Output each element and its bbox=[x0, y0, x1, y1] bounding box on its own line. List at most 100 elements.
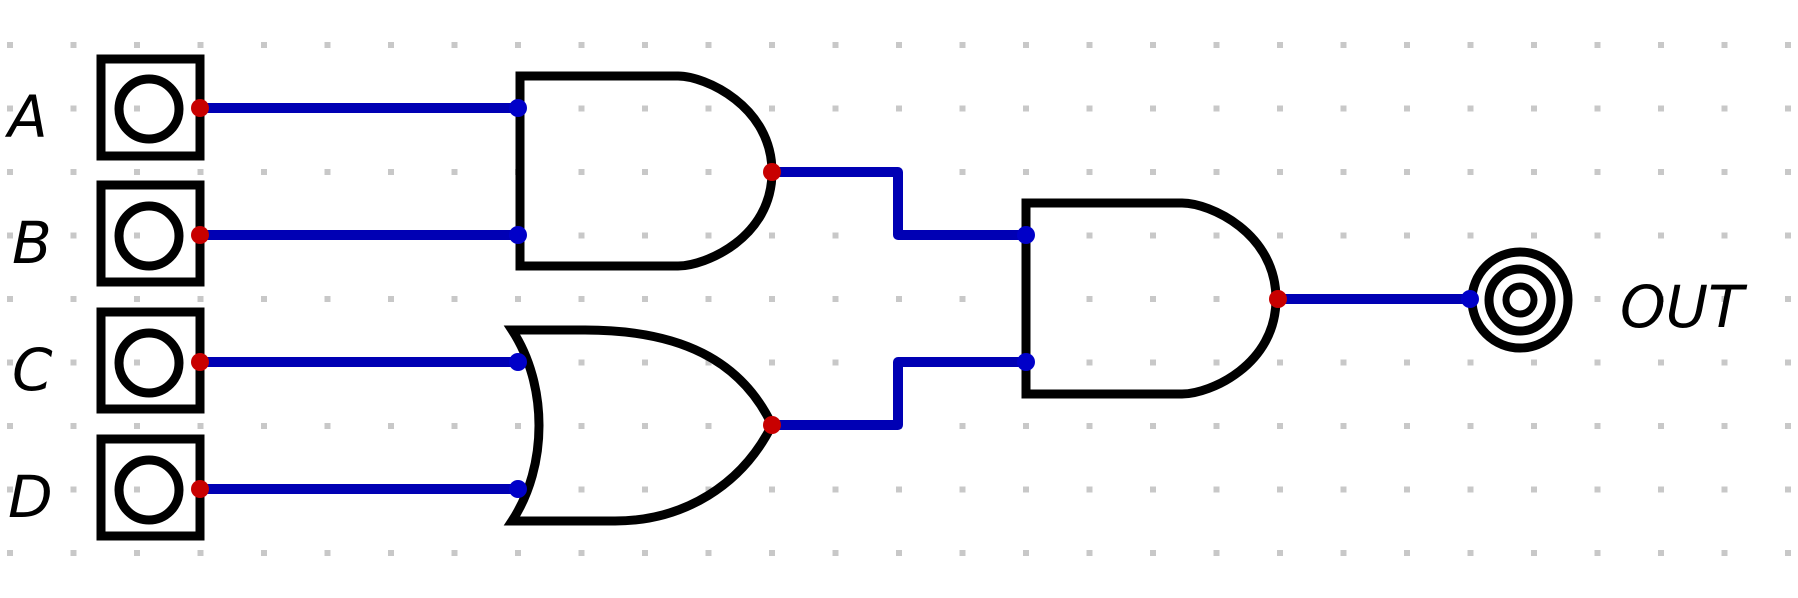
grid-dot bbox=[1594, 42, 1601, 48]
input-switch-c[interactable] bbox=[96, 307, 205, 414]
or-gate-1[interactable] bbox=[503, 325, 778, 526]
grid-dot bbox=[1086, 42, 1093, 48]
grid-dot bbox=[197, 42, 204, 48]
grid-dot bbox=[1404, 486, 1410, 493]
grid-dot bbox=[1150, 42, 1156, 48]
grid-dot bbox=[7, 169, 13, 175]
grid-dot bbox=[1785, 423, 1791, 429]
grid-dot bbox=[1658, 232, 1664, 239]
grid-dot bbox=[1594, 105, 1601, 112]
grid-dot bbox=[769, 359, 775, 366]
grid-dot bbox=[1467, 359, 1474, 366]
grid-dot bbox=[578, 232, 585, 239]
grid-dot bbox=[642, 550, 648, 556]
grid-dot bbox=[642, 296, 648, 302]
grid-dot bbox=[1340, 232, 1347, 239]
grid-dot bbox=[1721, 423, 1728, 429]
grid-dot bbox=[1594, 169, 1601, 175]
grid-dot bbox=[1404, 105, 1410, 112]
grid-dot bbox=[134, 232, 140, 239]
grid-dot bbox=[134, 169, 140, 175]
grid-dot bbox=[70, 232, 77, 239]
grid-dot bbox=[642, 232, 648, 239]
grid-dot bbox=[1213, 296, 1220, 302]
grid-dot bbox=[1340, 550, 1347, 556]
grid-dot bbox=[388, 169, 394, 175]
grid-dot bbox=[896, 486, 902, 493]
input-switch-a[interactable] bbox=[96, 54, 205, 161]
grid-dot bbox=[959, 105, 966, 112]
grid-dot bbox=[1658, 423, 1664, 429]
grid-dot bbox=[1531, 486, 1537, 493]
grid-dot bbox=[1213, 486, 1220, 493]
grid-dot bbox=[197, 169, 204, 175]
output-label: OUT bbox=[1620, 273, 1748, 341]
grid-dot bbox=[1594, 232, 1601, 239]
grid-dot bbox=[1467, 105, 1474, 112]
grid-dot bbox=[7, 486, 13, 493]
grid-dot bbox=[134, 486, 140, 493]
grid-dot bbox=[1086, 169, 1093, 175]
grid-dot bbox=[832, 232, 839, 239]
node-out-and1 bbox=[763, 163, 781, 181]
grid-dot bbox=[1594, 486, 1601, 493]
grid-dot bbox=[7, 550, 13, 556]
grid-dot bbox=[261, 296, 267, 302]
node-out-b bbox=[191, 226, 209, 244]
wires bbox=[195, 103, 1475, 494]
grid-dot bbox=[1277, 423, 1283, 429]
grid-dot bbox=[578, 550, 585, 556]
grid-dot bbox=[451, 550, 458, 556]
grid-dot bbox=[832, 550, 839, 556]
grid-dot bbox=[324, 423, 331, 429]
grid-dot bbox=[1658, 550, 1664, 556]
node-in-or1-c bbox=[509, 353, 527, 371]
node-out-a bbox=[191, 99, 209, 117]
grid-dot bbox=[1721, 486, 1728, 493]
grid-dot bbox=[1721, 232, 1728, 239]
input-switches bbox=[96, 54, 205, 541]
grid-dot bbox=[1277, 359, 1283, 366]
grid-dot bbox=[1340, 169, 1347, 175]
grid-dot bbox=[832, 105, 839, 112]
grid-dot bbox=[642, 42, 648, 48]
grid-dot bbox=[7, 105, 13, 112]
grid-dot bbox=[578, 359, 585, 366]
grid-dot bbox=[1785, 105, 1791, 112]
grid-dot bbox=[324, 42, 331, 48]
grid-dot bbox=[1531, 42, 1537, 48]
node-out-c bbox=[191, 353, 209, 371]
input-label-d: D bbox=[8, 463, 53, 531]
grid-dot bbox=[1467, 42, 1474, 48]
input-switch-b[interactable] bbox=[96, 180, 205, 287]
grid-dot bbox=[769, 550, 775, 556]
grid-dot bbox=[1404, 42, 1410, 48]
grid-dot bbox=[1594, 359, 1601, 366]
grid-dot bbox=[134, 423, 140, 429]
grid-dot bbox=[70, 169, 77, 175]
grid-dot bbox=[1404, 232, 1410, 239]
grid-dot bbox=[1721, 105, 1728, 112]
grid-dot bbox=[1213, 423, 1220, 429]
grid-dot bbox=[1213, 42, 1220, 48]
grid-dot bbox=[959, 296, 966, 302]
grid-dot bbox=[1023, 550, 1029, 556]
grid-dot bbox=[1086, 423, 1093, 429]
grid-dot bbox=[642, 423, 648, 429]
grid-dot bbox=[261, 550, 267, 556]
output-led bbox=[1467, 247, 1573, 353]
grid-dot bbox=[1277, 169, 1283, 175]
grid-dot bbox=[70, 550, 77, 556]
grid-dot bbox=[451, 169, 458, 175]
grid-dot bbox=[1023, 105, 1029, 112]
grid-dot bbox=[134, 359, 140, 366]
connection-nodes bbox=[191, 99, 1479, 498]
grid-dot bbox=[1658, 359, 1664, 366]
grid-dot bbox=[1150, 169, 1156, 175]
grid-dot bbox=[1340, 105, 1347, 112]
grid-dot bbox=[896, 42, 902, 48]
grid-dot bbox=[1150, 232, 1156, 239]
input-switch-d[interactable] bbox=[96, 434, 205, 541]
grid-dot bbox=[1086, 296, 1093, 302]
